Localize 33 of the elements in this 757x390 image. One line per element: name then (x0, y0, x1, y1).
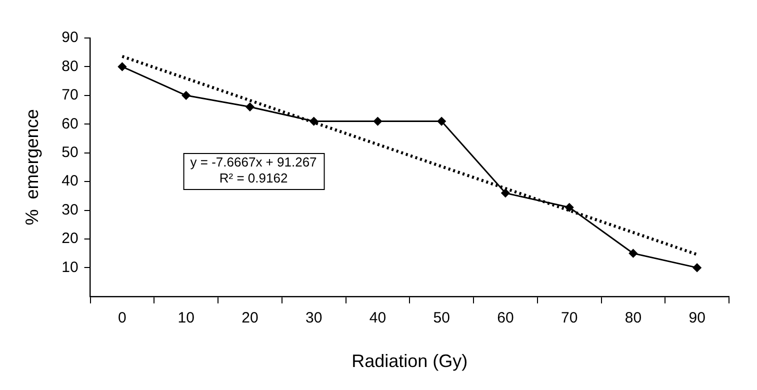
point (310, 117, 318, 126)
y-tick-label: 30 (62, 201, 78, 218)
y-tick-label: 50 (62, 144, 78, 161)
y-tick-label: 60 (62, 115, 78, 132)
x-axis-title: Radiation (Gy) (352, 351, 468, 372)
x-tick-label: 50 (433, 310, 450, 327)
annotation: R² = 0.9162 (219, 170, 288, 186)
point (565, 203, 574, 212)
x-tick-label: 10 (178, 310, 194, 327)
y-tick-label: 40 (62, 172, 78, 190)
point (692, 263, 702, 272)
y-tick-label: 20 (62, 230, 78, 248)
point (118, 62, 126, 71)
x-tick-label: 70 (560, 310, 578, 327)
x-tick-label: 90 (688, 310, 706, 327)
point (501, 188, 510, 198)
y-tick-label: 70 (62, 86, 78, 104)
point (373, 117, 382, 126)
point (246, 102, 254, 112)
point (182, 91, 190, 100)
x-tick-label: 80 (624, 310, 642, 327)
y-tick-label: 10 (62, 258, 78, 276)
point (628, 249, 638, 258)
x-tick-label: 30 (305, 310, 322, 327)
annotation: y = -7.6667x + 91.267 (190, 154, 317, 170)
y-axis-title: % emergence (22, 109, 42, 226)
x-tick-label: 60 (497, 310, 514, 327)
x-tick-label: 0 (118, 310, 126, 327)
y-tick-label: 80 (62, 58, 78, 75)
point (437, 117, 446, 126)
x-tick-label: 20 (242, 310, 258, 327)
y-tick-label: 90 (62, 29, 78, 46)
x-tick-label: 40 (369, 310, 386, 327)
